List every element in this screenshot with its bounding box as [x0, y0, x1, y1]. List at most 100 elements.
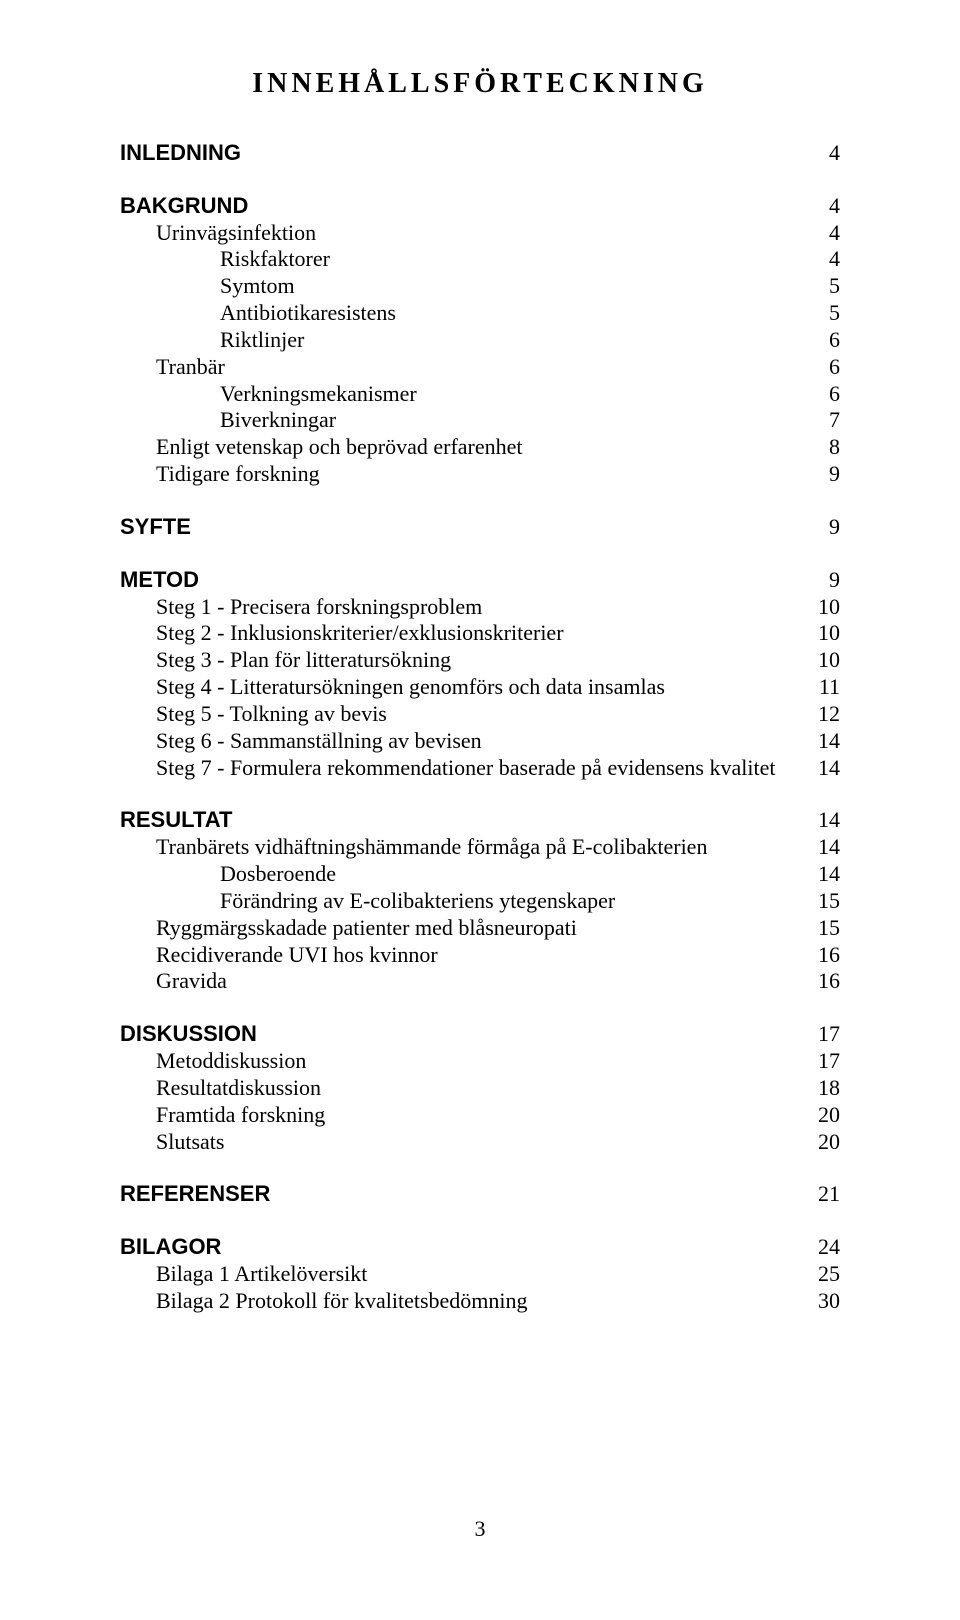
toc-label: Bilaga 2 Protokoll för kvalitetsbedömnin…: [156, 1288, 806, 1315]
toc-label: REFERENSER: [120, 1181, 806, 1208]
toc-page: 16: [806, 968, 840, 995]
toc-row: Steg 2 - Inklusionskriterier/exklusionsk…: [120, 620, 840, 647]
toc-label: BAKGRUND: [120, 193, 817, 220]
toc-row: Recidiverande UVI hos kvinnor16: [120, 942, 840, 969]
toc-page: 16: [806, 942, 840, 969]
table-of-contents: INLEDNING4BAKGRUND4Urinvägsinfektion4Ris…: [120, 140, 840, 1315]
toc-label: Antibiotikaresistens: [220, 300, 817, 327]
toc-row: SYFTE9: [120, 514, 840, 541]
toc-page: 25: [806, 1261, 840, 1288]
toc-page: 15: [806, 915, 840, 942]
toc-page: 9: [817, 514, 840, 541]
toc-label: Steg 1 - Precisera forskningsproblem: [156, 594, 806, 621]
toc-page: 20: [806, 1129, 840, 1156]
toc-label: SYFTE: [120, 514, 817, 541]
toc-label: Tidigare forskning: [156, 461, 817, 488]
document-page: INNEHÅLLSFÖRTECKNING INLEDNING4BAKGRUND4…: [0, 0, 960, 1620]
toc-label: INLEDNING: [120, 140, 817, 167]
toc-page: 7: [817, 407, 840, 434]
toc-page: 4: [817, 246, 840, 273]
toc-page: 14: [806, 807, 840, 834]
toc-row: Ryggmärgsskadade patienter med blåsneuro…: [120, 915, 840, 942]
toc-page: 12: [806, 701, 840, 728]
toc-row: BAKGRUND4: [120, 193, 840, 220]
toc-label: Tranbärets vidhäftningshämmande förmåga …: [156, 834, 806, 861]
toc-page: 17: [806, 1021, 840, 1048]
toc-page: 14: [806, 728, 840, 755]
toc-row: Steg 6 - Sammanställning av bevisen14: [120, 728, 840, 755]
toc-spacer: [120, 781, 840, 807]
toc-row: Steg 1 - Precisera forskningsproblem10: [120, 594, 840, 621]
toc-page: 10: [806, 647, 840, 674]
toc-row: DISKUSSION17: [120, 1021, 840, 1048]
toc-row: Steg 4 - Litteratursökningen genomförs o…: [120, 674, 840, 701]
toc-row: Tranbärets vidhäftningshämmande förmåga …: [120, 834, 840, 861]
toc-row: Steg 5 - Tolkning av bevis12: [120, 701, 840, 728]
toc-label: Gravida: [156, 968, 806, 995]
toc-label: Framtida forskning: [156, 1102, 806, 1129]
toc-page: 14: [806, 834, 840, 861]
toc-label: Steg 3 - Plan för litteratursökning: [156, 647, 806, 674]
toc-page: 5: [817, 300, 840, 327]
toc-page: 30: [806, 1288, 840, 1315]
toc-row: INLEDNING4: [120, 140, 840, 167]
toc-page: 14: [806, 861, 840, 888]
toc-row: Metoddiskussion17: [120, 1048, 840, 1075]
toc-row: Dosberoende14: [120, 861, 840, 888]
toc-page: 9: [817, 461, 840, 488]
toc-label: Enligt vetenskap och beprövad erfarenhet: [156, 434, 817, 461]
toc-page: 9: [817, 567, 840, 594]
toc-page: 10: [806, 594, 840, 621]
toc-label: Slutsats: [156, 1129, 806, 1156]
toc-row: METOD9: [120, 567, 840, 594]
toc-label: Riskfaktorer: [220, 246, 817, 273]
toc-label: DISKUSSION: [120, 1021, 806, 1048]
toc-row: Biverkningar7: [120, 407, 840, 434]
toc-spacer: [120, 541, 840, 567]
toc-spacer: [120, 488, 840, 514]
toc-spacer: [120, 167, 840, 193]
toc-page: 14: [806, 755, 840, 782]
toc-row: Steg 3 - Plan för litteratursökning10: [120, 647, 840, 674]
toc-row: Antibiotikaresistens5: [120, 300, 840, 327]
toc-row: Verkningsmekanismer6: [120, 381, 840, 408]
toc-row: Bilaga 1 Artikelöversikt25: [120, 1261, 840, 1288]
toc-row: Enligt vetenskap och beprövad erfarenhet…: [120, 434, 840, 461]
toc-page: 6: [817, 381, 840, 408]
toc-page: 6: [817, 354, 840, 381]
toc-row: Resultatdiskussion18: [120, 1075, 840, 1102]
toc-label: Verkningsmekanismer: [220, 381, 817, 408]
toc-label: Biverkningar: [220, 407, 817, 434]
toc-page: 18: [806, 1075, 840, 1102]
toc-spacer: [120, 995, 840, 1021]
toc-row: Riktlinjer6: [120, 327, 840, 354]
toc-spacer: [120, 1208, 840, 1234]
toc-label: RESULTAT: [120, 807, 806, 834]
toc-page: 5: [817, 273, 840, 300]
toc-label: Steg 7 - Formulera rekommendationer base…: [156, 755, 806, 782]
toc-label: Förändring av E-colibakteriens ytegenska…: [220, 888, 806, 915]
toc-page: 4: [817, 140, 840, 167]
toc-row: BILAGOR24: [120, 1234, 840, 1261]
toc-row: Gravida16: [120, 968, 840, 995]
toc-row: Riskfaktorer4: [120, 246, 840, 273]
toc-label: Steg 4 - Litteratursökningen genomförs o…: [156, 674, 807, 701]
toc-label: Metoddiskussion: [156, 1048, 806, 1075]
toc-page: 21: [806, 1181, 840, 1208]
toc-label: Ryggmärgsskadade patienter med blåsneuro…: [156, 915, 806, 942]
toc-spacer: [120, 1155, 840, 1181]
toc-row: Tidigare forskning9: [120, 461, 840, 488]
toc-page: 10: [806, 620, 840, 647]
toc-row: Tranbär6: [120, 354, 840, 381]
page-title: INNEHÅLLSFÖRTECKNING: [120, 68, 840, 100]
toc-label: BILAGOR: [120, 1234, 806, 1261]
toc-row: Förändring av E-colibakteriens ytegenska…: [120, 888, 840, 915]
toc-row: Symtom5: [120, 273, 840, 300]
toc-label: Steg 6 - Sammanställning av bevisen: [156, 728, 806, 755]
toc-page: 4: [817, 193, 840, 220]
toc-label: Steg 5 - Tolkning av bevis: [156, 701, 806, 728]
toc-label: Steg 2 - Inklusionskriterier/exklusionsk…: [156, 620, 806, 647]
toc-label: Bilaga 1 Artikelöversikt: [156, 1261, 806, 1288]
toc-row: Bilaga 2 Protokoll för kvalitetsbedömnin…: [120, 1288, 840, 1315]
toc-label: Tranbär: [156, 354, 817, 381]
